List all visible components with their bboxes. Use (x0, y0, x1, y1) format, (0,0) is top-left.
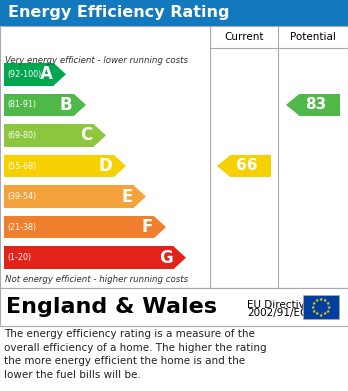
Text: ★: ★ (326, 308, 330, 314)
Bar (4, 246, 174, 269)
Text: E: E (121, 188, 133, 206)
Text: ★: ★ (315, 298, 319, 303)
Text: England & Wales: England & Wales (6, 297, 217, 317)
Text: ★: ★ (312, 301, 316, 305)
Text: 66: 66 (236, 158, 258, 174)
Text: Energy Efficiency Rating: Energy Efficiency Rating (8, 5, 229, 20)
Polygon shape (153, 216, 166, 239)
Text: ★: ★ (319, 312, 323, 317)
Polygon shape (174, 246, 186, 269)
Text: ★: ★ (312, 308, 316, 314)
Polygon shape (54, 63, 66, 86)
Text: Very energy efficient - lower running costs: Very energy efficient - lower running co… (5, 56, 188, 65)
Polygon shape (74, 93, 86, 116)
Text: ★: ★ (327, 305, 331, 310)
Text: D: D (99, 157, 113, 175)
Bar (4, 63, 54, 86)
Text: A: A (40, 65, 53, 83)
Bar (4, 93, 74, 116)
Text: (69-80): (69-80) (7, 131, 36, 140)
Text: (81-91): (81-91) (7, 100, 36, 109)
Polygon shape (113, 155, 126, 177)
Text: ★: ★ (315, 311, 319, 316)
Text: (1-20): (1-20) (7, 253, 31, 262)
Text: ★: ★ (323, 298, 327, 303)
Text: (21-38): (21-38) (7, 222, 36, 231)
Polygon shape (217, 155, 230, 177)
Text: ★: ★ (311, 305, 315, 310)
Text: (55-68): (55-68) (7, 161, 36, 170)
Bar (4, 155, 113, 177)
Text: ★: ★ (319, 296, 323, 301)
Bar (0, 288, 348, 326)
Text: ★: ★ (323, 311, 327, 316)
Bar (230, 155, 271, 177)
Bar (4, 124, 94, 147)
Text: EU Directive: EU Directive (247, 300, 311, 310)
Polygon shape (94, 124, 106, 147)
Text: C: C (80, 126, 93, 144)
Polygon shape (134, 185, 146, 208)
Text: F: F (141, 218, 153, 236)
Text: ★: ★ (326, 301, 330, 305)
Text: 83: 83 (305, 97, 326, 112)
Bar (4, 216, 153, 239)
Polygon shape (286, 94, 299, 115)
Bar (303, 295, 339, 319)
Bar (0, 26, 348, 288)
Bar (299, 94, 340, 115)
Text: Current: Current (224, 32, 264, 42)
Text: G: G (159, 249, 173, 267)
Text: Not energy efficient - higher running costs: Not energy efficient - higher running co… (5, 275, 188, 284)
Text: (39-54): (39-54) (7, 192, 36, 201)
Text: B: B (60, 96, 73, 114)
Bar (4, 185, 134, 208)
Text: The energy efficiency rating is a measure of the
overall efficiency of a home. T: The energy efficiency rating is a measur… (4, 329, 267, 380)
Text: 2002/91/EC: 2002/91/EC (247, 308, 307, 318)
Bar (0, 0, 348, 26)
Text: Potential: Potential (290, 32, 336, 42)
Text: (92-100): (92-100) (7, 70, 41, 79)
